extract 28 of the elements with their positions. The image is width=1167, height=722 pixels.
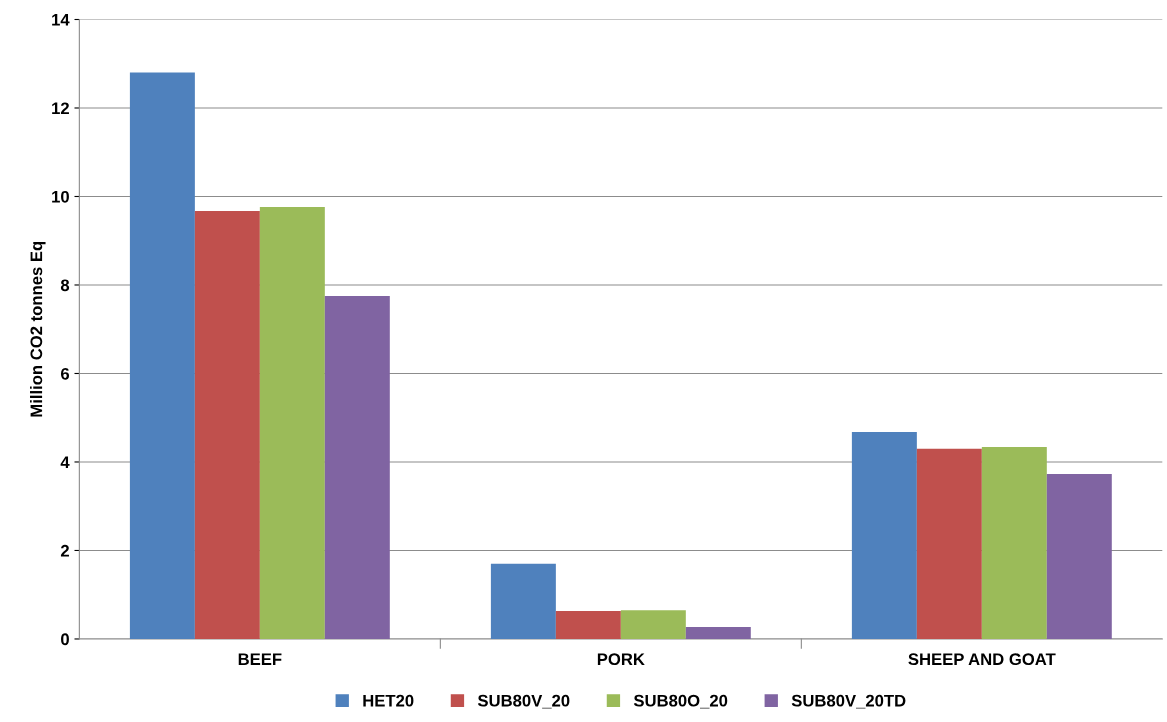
y-tick-label: 14 — [52, 14, 70, 26]
y-tick-label: 12 — [52, 102, 69, 115]
legend-label: SUB80V_20 — [477, 694, 570, 709]
bar — [490, 563, 556, 639]
legend-label: HET20 — [363, 694, 414, 707]
bar — [851, 431, 917, 639]
y-tick-label: 8 — [60, 279, 70, 292]
y-axis-title: Million CO2 tonnes Eq — [30, 241, 46, 417]
bar — [916, 448, 982, 639]
bar — [981, 446, 1047, 639]
bar — [1046, 473, 1112, 639]
bar — [194, 211, 260, 639]
bar — [259, 207, 325, 639]
y-tick-label: 10 — [52, 190, 69, 203]
legend-label: SUB80V_20TD — [791, 694, 906, 709]
x-tick-label: SHEEP AND GOAT — [908, 653, 1056, 666]
bar — [685, 627, 751, 639]
bar — [129, 72, 195, 639]
bar — [324, 296, 390, 639]
y-tick-label: 4 — [60, 456, 70, 469]
y-tick-label: 6 — [60, 367, 70, 380]
y-tick-label: 2 — [60, 544, 69, 557]
y-tick-label: 0 — [61, 633, 69, 646]
bar — [555, 611, 621, 639]
legend-label: SUB80O_20 — [633, 694, 728, 709]
bar — [620, 610, 686, 639]
x-tick-label: PORK — [597, 653, 645, 666]
x-tick-label: BEEF — [238, 653, 282, 665]
